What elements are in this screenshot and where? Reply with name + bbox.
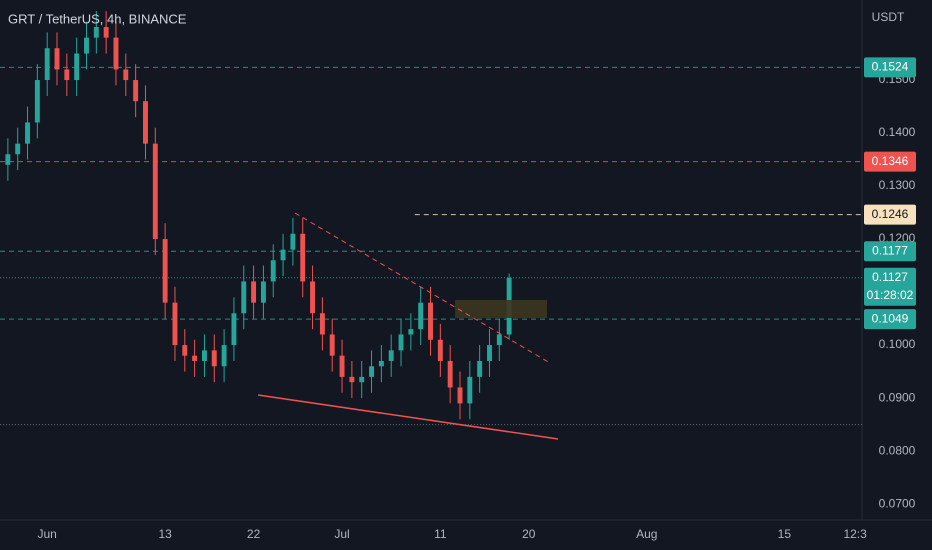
candle-body xyxy=(457,387,463,404)
candle-body xyxy=(162,239,168,303)
candle-body xyxy=(84,37,89,54)
candle-body xyxy=(133,80,139,102)
countdown-label: 01:28:02 xyxy=(867,288,914,302)
y-tick-label: 0.1000 xyxy=(879,337,916,351)
price-label-box xyxy=(864,151,916,172)
x-tick-label: 20 xyxy=(522,527,536,541)
candle-body xyxy=(93,27,99,38)
support-trendline xyxy=(257,394,559,440)
candle-body xyxy=(447,360,453,388)
price-label-box xyxy=(864,309,916,330)
candle-body xyxy=(34,80,40,123)
candle-body xyxy=(251,281,257,303)
y-tick-label: 0.0800 xyxy=(879,443,916,457)
candle-body xyxy=(310,281,316,314)
candle-body xyxy=(477,360,483,377)
candle-body xyxy=(241,281,247,314)
candle-body xyxy=(260,281,266,303)
candle-body xyxy=(437,339,443,361)
x-tick-label: Aug xyxy=(636,527,657,541)
candle-body xyxy=(339,355,345,377)
candle-body xyxy=(54,48,60,70)
candle-body xyxy=(74,53,80,81)
price-label-box xyxy=(864,57,916,78)
resistance-trendline xyxy=(294,212,551,364)
x-tick-label: 22 xyxy=(247,527,261,541)
price-label: 0.1049 xyxy=(872,311,909,325)
candle-body xyxy=(5,154,11,165)
candle-body xyxy=(467,376,473,404)
y-tick-label: 0.0900 xyxy=(879,390,916,404)
candle-body xyxy=(428,302,433,340)
candle-body xyxy=(15,143,21,155)
candle-body xyxy=(152,143,158,240)
price-label: 0.1127 xyxy=(872,270,908,284)
candle-body xyxy=(113,37,119,70)
price-label: 0.1246 xyxy=(872,207,909,221)
y-tick-label: 0.1300 xyxy=(879,178,916,192)
candle-body xyxy=(201,350,207,361)
x-tick-label: 15 xyxy=(778,527,792,541)
candle-body xyxy=(192,355,198,361)
price-axis: 0.15000.14000.13000.12000.11000.10000.09… xyxy=(864,57,916,510)
chart-title: GRT / TetherUS, 4h, BINANCE xyxy=(8,11,187,26)
candle-body xyxy=(319,313,325,335)
y-tick-label: 0.0700 xyxy=(879,496,916,510)
candle-body xyxy=(418,302,424,330)
x-tick-label: 11 xyxy=(434,527,447,541)
candle-body xyxy=(172,302,178,346)
candle-body xyxy=(487,345,492,361)
highlight-box xyxy=(455,300,547,318)
candle-body xyxy=(300,233,306,282)
candle-body xyxy=(44,48,50,81)
candle-body xyxy=(496,334,502,346)
candle-body xyxy=(211,350,217,367)
x-tick-label: 12:3 xyxy=(843,527,867,541)
x-tick-label: 13 xyxy=(158,527,172,541)
candle-body xyxy=(378,360,384,367)
price-label: 0.1177 xyxy=(872,243,908,257)
candle-body xyxy=(123,69,129,81)
candle-body xyxy=(398,334,404,351)
candle-body xyxy=(270,260,276,282)
x-tick-label: Jun xyxy=(37,527,56,541)
candle-body xyxy=(231,313,237,346)
candle-body xyxy=(221,345,227,367)
price-label: 0.1524 xyxy=(872,59,909,73)
candle-body xyxy=(388,350,394,361)
candle-body xyxy=(349,376,355,383)
price-label: 0.1346 xyxy=(872,154,909,168)
candle-body xyxy=(290,233,296,250)
candle-body xyxy=(359,376,365,383)
candle-body xyxy=(329,334,335,356)
price-label-box xyxy=(864,241,916,262)
x-tick-label: Jul xyxy=(334,527,349,541)
candle-body xyxy=(369,366,374,377)
candle-body xyxy=(25,122,30,144)
y-tick-label: 0.1400 xyxy=(879,125,916,139)
price-label-box xyxy=(864,267,916,306)
candle-body xyxy=(143,101,148,144)
candle-body xyxy=(103,27,109,38)
plot-area xyxy=(0,11,862,426)
price-label-box xyxy=(864,204,916,225)
candle-body xyxy=(408,329,414,335)
candle-body xyxy=(280,249,286,261)
candle-body xyxy=(64,69,70,81)
currency-label: USDT xyxy=(872,10,905,24)
candle-body xyxy=(182,345,188,356)
